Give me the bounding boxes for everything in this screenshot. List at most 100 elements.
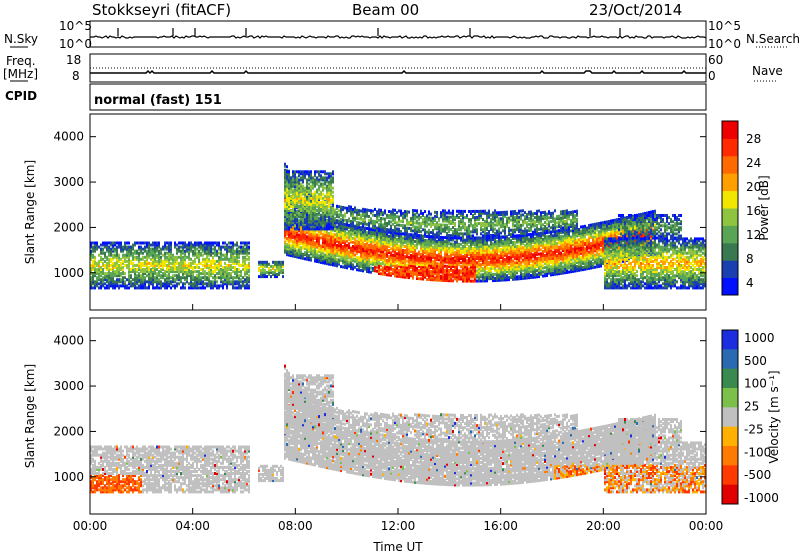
- heatmap-cell: [302, 170, 304, 174]
- heatmap-cell: [384, 217, 386, 221]
- heatmap-cell: [196, 274, 198, 278]
- heatmap-cell: [320, 182, 322, 186]
- heatmap-cell: [242, 276, 244, 280]
- heatmap-cell: [330, 207, 332, 210]
- heatmap-cell: [210, 284, 212, 288]
- heatmap-cell: [152, 259, 154, 263]
- heatmap-cell: [376, 269, 378, 273]
- heatmap-cell: [232, 261, 234, 265]
- heatmap-cell: [170, 268, 172, 271]
- heatmap-cell: [268, 266, 270, 270]
- heatmap-cell: [150, 278, 152, 282]
- heatmap-cell: [182, 263, 184, 267]
- heatmap-cell: [304, 225, 306, 229]
- heatmap-cell: [480, 232, 482, 236]
- heatmap-cell: [434, 214, 436, 218]
- heatmap-cell: [124, 280, 126, 284]
- heatmap-cell: [388, 234, 390, 238]
- heatmap-cell: [470, 218, 472, 222]
- heatmap-cell: [228, 241, 230, 245]
- heatmap-cell: [240, 286, 242, 290]
- heatmap-cell: [428, 228, 430, 232]
- heatmap-cell: [126, 245, 128, 249]
- heatmap-cell: [246, 272, 248, 276]
- heatmap-cell: [462, 232, 464, 236]
- heatmap-cell: [246, 253, 248, 257]
- heatmap-cell: [182, 245, 184, 249]
- heatmap-cell: [476, 222, 478, 226]
- heatmap-cell: [466, 214, 468, 217]
- heatmap-cell: [180, 268, 182, 271]
- heatmap-cell: [144, 276, 146, 280]
- heatmap-cell: [204, 257, 206, 261]
- heatmap-cell: [290, 176, 292, 180]
- heatmap-cell: [468, 244, 470, 248]
- heatmap-cell: [290, 209, 292, 213]
- heatmap-cell: [144, 247, 146, 251]
- heatmap-cell: [138, 259, 140, 263]
- heatmap-cell: [194, 259, 196, 263]
- heatmap-cell: [248, 274, 250, 278]
- heatmap-cell: [224, 247, 226, 251]
- heatmap-cell: [142, 247, 144, 251]
- heatmap-cell: [244, 259, 246, 263]
- heatmap-cell: [170, 249, 172, 253]
- heatmap-cell: [134, 282, 136, 286]
- heatmap-cell: [100, 249, 102, 253]
- heatmap-cell: [112, 278, 114, 282]
- heatmap-cell: [136, 241, 138, 245]
- heatmap-cell: [220, 263, 222, 267]
- heatmap-cell: [204, 270, 206, 274]
- heatmap-cell: [204, 259, 206, 263]
- heatmap-cell: [186, 274, 188, 278]
- heatmap-cell: [112, 274, 114, 278]
- heatmap-cell: [228, 268, 230, 271]
- heatmap-cell: [196, 247, 198, 251]
- heatmap-cell: [220, 245, 222, 249]
- heatmap-cell: [224, 278, 226, 282]
- heatmap-cell: [360, 209, 362, 213]
- heatmap-cell: [186, 263, 188, 267]
- heatmap-cell: [248, 276, 250, 280]
- heatmap-cell: [242, 257, 244, 261]
- heatmap-cell: [418, 277, 420, 281]
- heatmap-cell: [214, 282, 216, 286]
- heatmap-cell: [422, 212, 424, 215]
- heatmap-cell: [388, 220, 390, 224]
- heatmap-cell: [188, 263, 190, 267]
- heatmap-cell: [218, 245, 220, 249]
- heatmap-cell: [368, 215, 370, 218]
- heatmap-cell: [444, 236, 446, 240]
- heatmap-cell: [184, 278, 186, 282]
- heatmap-cell: [190, 266, 192, 269]
- heatmap-cell: [172, 274, 174, 278]
- heatmap-cell: [100, 280, 102, 284]
- heatmap-cell: [342, 214, 344, 218]
- heatmap-cell: [226, 266, 228, 269]
- heatmap-cell: [226, 249, 228, 253]
- heatmap-cell: [450, 215, 452, 219]
- heatmap-cell: [222, 284, 224, 288]
- heatmap-cell: [160, 261, 162, 265]
- heatmap-cell: [212, 243, 214, 247]
- heatmap-cell: [218, 251, 220, 255]
- heatmap-cell: [188, 282, 190, 286]
- heatmap-cell: [106, 257, 108, 261]
- heatmap-cell: [414, 240, 416, 243]
- heatmap-cell: [184, 272, 186, 276]
- heatmap-cell: [238, 280, 240, 284]
- heatmap-cell: [440, 235, 442, 239]
- heatmap-cell: [186, 272, 188, 276]
- heatmap-cell: [468, 267, 470, 271]
- heatmap-cell: [214, 251, 216, 255]
- heatmap-cell: [116, 280, 118, 284]
- heatmap-cell: [118, 253, 120, 257]
- heatmap-cell: [198, 276, 200, 280]
- heatmap-cell: [132, 263, 134, 267]
- heatmap-cell: [154, 257, 156, 261]
- heatmap-cell: [138, 268, 140, 271]
- heatmap-cell: [174, 261, 176, 265]
- heatmap-cell: [204, 247, 206, 251]
- heatmap-cell: [222, 241, 224, 245]
